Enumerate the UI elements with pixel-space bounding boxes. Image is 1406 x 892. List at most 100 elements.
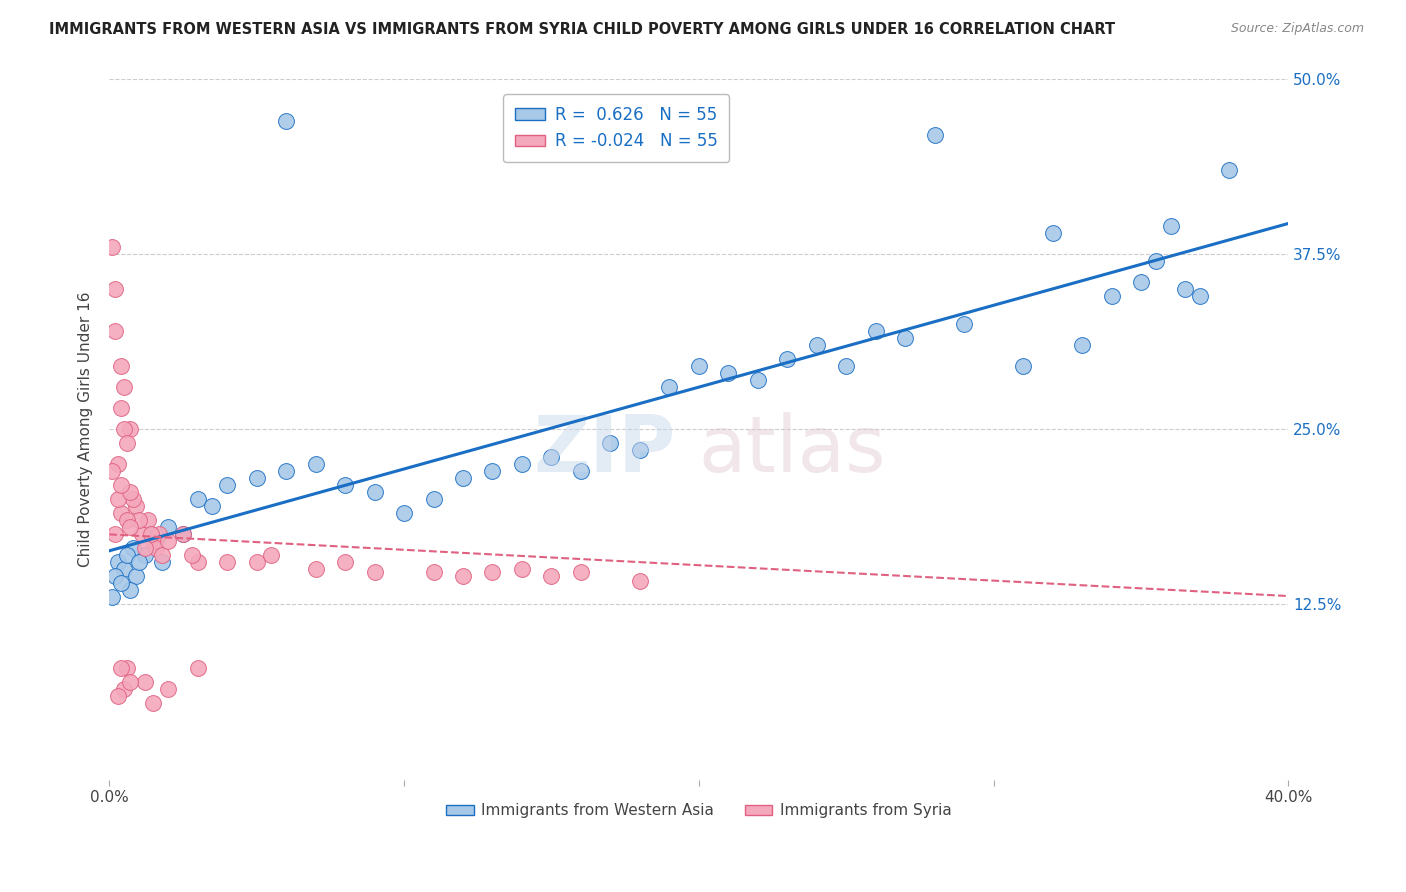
Point (128, 513, 150, 527)
Point (1130, 275, 1153, 289)
Point (125, 500, 148, 514)
Point (201, 500, 224, 514)
Point (540, 450, 562, 465)
Point (172, 527, 194, 541)
Point (139, 527, 162, 541)
Point (134, 674, 156, 689)
Text: atlas: atlas (699, 412, 886, 488)
Point (363, 485, 385, 500)
Point (569, 464, 592, 478)
Point (304, 458, 326, 472)
Point (217, 478, 239, 492)
Point (115, 513, 138, 527)
Point (107, 556, 129, 570)
Point (540, 569, 562, 583)
Point (628, 574, 651, 588)
Point (1012, 359, 1035, 374)
Point (136, 513, 159, 527)
Point (104, 527, 127, 541)
Point (658, 380, 681, 394)
Point (304, 562, 326, 576)
Point (894, 331, 917, 345)
Point (776, 352, 799, 367)
Point (333, 478, 356, 492)
Point (806, 338, 828, 352)
Point (422, 566, 444, 580)
Point (481, 464, 503, 478)
Point (101, 464, 124, 478)
Text: ZIP: ZIP (533, 412, 675, 488)
Point (112, 681, 135, 696)
Point (128, 556, 150, 570)
Point (139, 527, 162, 541)
Point (1042, 226, 1064, 240)
Point (274, 464, 297, 478)
Point (246, 471, 269, 485)
Point (1188, 289, 1211, 303)
Point (148, 527, 170, 541)
Point (107, 689, 129, 703)
Legend: Immigrants from Western Asia, Immigrants from Syria: Immigrants from Western Asia, Immigrants… (440, 797, 957, 824)
Point (112, 380, 135, 394)
Point (142, 696, 165, 710)
Point (172, 527, 194, 541)
Point (157, 681, 180, 696)
Point (134, 549, 156, 563)
Text: Source: ZipAtlas.com: Source: ZipAtlas.com (1230, 22, 1364, 36)
Text: IMMIGRANTS FROM WESTERN ASIA VS IMMIGRANTS FROM SYRIA CHILD POVERTY AMONG GIRLS : IMMIGRANTS FROM WESTERN ASIA VS IMMIGRAN… (49, 22, 1115, 37)
Point (110, 401, 132, 416)
Point (924, 128, 946, 142)
Point (187, 492, 209, 507)
Point (110, 576, 132, 591)
Point (451, 471, 474, 485)
Point (110, 359, 132, 374)
Point (1144, 254, 1167, 268)
Point (115, 436, 138, 450)
Point (835, 359, 858, 374)
Point (180, 549, 202, 563)
Point (121, 492, 143, 507)
Point (145, 541, 167, 556)
Point (1101, 289, 1123, 303)
Point (1174, 282, 1197, 296)
Point (118, 583, 141, 598)
Point (187, 556, 209, 570)
Point (101, 240, 124, 254)
Point (333, 556, 356, 570)
Point (134, 541, 156, 556)
Point (392, 507, 415, 521)
Point (150, 556, 173, 570)
Point (118, 674, 141, 689)
Point (628, 443, 651, 458)
Point (688, 359, 710, 374)
Point (1218, 163, 1240, 178)
Point (569, 566, 592, 580)
Point (145, 534, 167, 549)
Point (110, 660, 132, 674)
Point (157, 534, 180, 549)
Point (422, 492, 444, 507)
Point (1160, 219, 1182, 233)
Point (187, 660, 209, 674)
Point (110, 478, 132, 492)
Point (115, 660, 138, 674)
Point (747, 373, 769, 387)
Point (107, 492, 129, 507)
Point (865, 324, 887, 338)
Point (104, 282, 127, 296)
Point (101, 591, 124, 605)
Point (104, 324, 127, 338)
Point (510, 562, 533, 576)
Point (363, 566, 385, 580)
Y-axis label: Child Poverty Among Girls Under 16: Child Poverty Among Girls Under 16 (79, 292, 93, 567)
Point (142, 534, 165, 549)
Point (217, 556, 239, 570)
Point (131, 527, 153, 541)
Point (115, 549, 138, 563)
Point (246, 556, 269, 570)
Point (107, 458, 129, 472)
Point (118, 422, 141, 436)
Point (1071, 338, 1094, 352)
Point (121, 541, 143, 556)
Point (110, 507, 132, 521)
